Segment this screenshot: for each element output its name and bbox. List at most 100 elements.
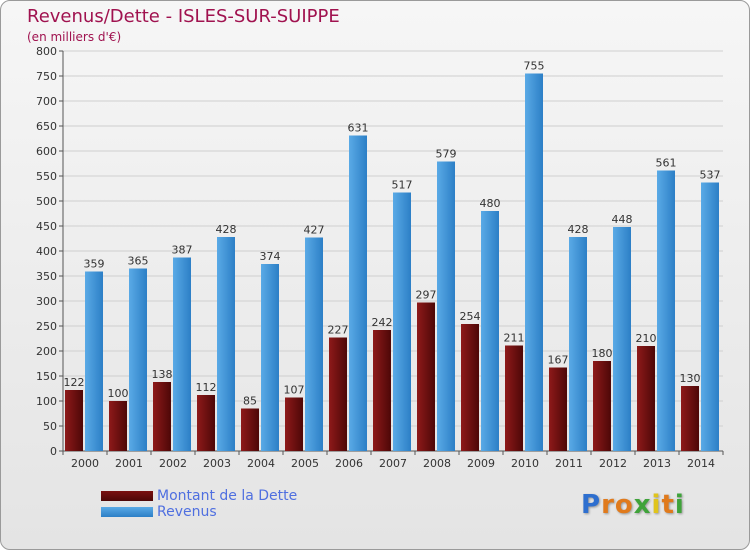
- x-tick-label: 2012: [599, 457, 627, 470]
- bar-revenue: [217, 237, 235, 451]
- bar-debt: [329, 337, 347, 451]
- logo-letter: i: [674, 490, 685, 520]
- chart-title: Revenus/Dette - ISLES-SUR-SUIPPE: [27, 6, 340, 27]
- data-label-revenue: 374: [260, 250, 281, 263]
- bar-revenue: [437, 161, 455, 451]
- y-tick-label: 50: [43, 420, 57, 433]
- bar-revenue: [481, 211, 499, 451]
- data-label-revenue: 517: [392, 179, 413, 192]
- bar-debt: [505, 345, 523, 451]
- y-tick-label: 400: [36, 245, 57, 258]
- data-label-revenue: 365: [128, 255, 149, 268]
- x-tick-label: 2013: [643, 457, 671, 470]
- bar-revenue: [657, 170, 675, 451]
- data-label-debt: 167: [548, 354, 569, 367]
- y-tick-label: 450: [36, 220, 57, 233]
- bar-revenue: [349, 135, 367, 451]
- bar-debt: [417, 302, 435, 451]
- bar-revenue: [525, 73, 543, 451]
- logo-letter: x: [633, 490, 652, 520]
- y-tick-label: 750: [36, 70, 57, 83]
- data-label-debt: 180: [592, 347, 613, 360]
- bar-debt: [637, 346, 655, 451]
- y-tick-label: 500: [36, 195, 57, 208]
- x-tick-label: 2007: [379, 457, 407, 470]
- x-tick-label: 2001: [115, 457, 143, 470]
- bar-debt: [197, 395, 215, 451]
- bar-debt: [461, 324, 479, 451]
- data-label-debt: 85: [243, 395, 257, 408]
- y-tick-label: 350: [36, 270, 57, 283]
- data-label-debt: 242: [372, 316, 393, 329]
- y-tick-label: 0: [50, 445, 57, 458]
- x-tick-label: 2008: [423, 457, 451, 470]
- logo-letter: i: [651, 490, 662, 520]
- y-tick-label: 800: [36, 45, 57, 58]
- y-tick-label: 550: [36, 170, 57, 183]
- data-label-debt: 130: [680, 372, 701, 385]
- bar-revenue: [305, 237, 323, 451]
- x-tick-label: 2005: [291, 457, 319, 470]
- bar-debt: [285, 397, 303, 451]
- data-label-debt: 211: [504, 332, 525, 345]
- data-label-revenue: 755: [524, 60, 545, 73]
- data-label-revenue: 631: [348, 122, 369, 135]
- bar-revenue: [393, 192, 411, 451]
- y-tick-label: 200: [36, 345, 57, 358]
- legend-swatch-revenue: [101, 507, 153, 517]
- legend-swatch-debt: [101, 491, 153, 501]
- data-label-revenue: 359: [84, 258, 105, 271]
- y-tick-label: 250: [36, 320, 57, 333]
- bar-debt: [153, 382, 171, 451]
- data-label-debt: 112: [196, 381, 217, 394]
- bar-debt: [593, 361, 611, 451]
- data-label-revenue: 448: [612, 213, 633, 226]
- y-tick-label: 100: [36, 395, 57, 408]
- bar-debt: [549, 367, 567, 451]
- bar-revenue: [701, 182, 719, 451]
- legend-label-debt: Montant de la Dette: [157, 488, 298, 504]
- data-label-debt: 254: [460, 310, 481, 323]
- bar-revenue: [129, 268, 147, 451]
- data-label-revenue: 480: [480, 197, 501, 210]
- bar-debt: [109, 401, 127, 451]
- data-label-revenue: 579: [436, 148, 457, 161]
- data-label-debt: 297: [416, 289, 437, 302]
- chart-subtitle: (en milliers d'€): [27, 30, 122, 44]
- data-label-debt: 100: [108, 387, 129, 400]
- data-label-debt: 107: [284, 384, 305, 397]
- y-tick-label: 600: [36, 145, 57, 158]
- y-tick-label: 650: [36, 120, 57, 133]
- x-tick-label: 2002: [159, 457, 187, 470]
- logo-letter: o: [614, 490, 634, 520]
- y-tick-label: 300: [36, 295, 57, 308]
- bar-debt: [681, 386, 699, 451]
- data-label-revenue: 427: [304, 224, 325, 237]
- bar-revenue: [261, 264, 279, 451]
- logo-letter: r: [601, 490, 615, 520]
- bar-revenue: [85, 271, 103, 451]
- x-tick-label: 2010: [511, 457, 539, 470]
- logo-letter: P: [581, 490, 602, 520]
- x-tick-label: 2009: [467, 457, 495, 470]
- data-label-revenue: 561: [656, 157, 677, 170]
- x-tick-label: 2004: [247, 457, 275, 470]
- data-label-debt: 122: [64, 376, 85, 389]
- data-label-revenue: 537: [700, 169, 721, 182]
- bar-debt: [373, 330, 391, 451]
- logo-letter: t: [661, 490, 675, 520]
- y-tick-label: 150: [36, 370, 57, 383]
- x-tick-label: 2000: [71, 457, 99, 470]
- data-label-revenue: 428: [568, 223, 589, 236]
- x-tick-label: 2003: [203, 457, 231, 470]
- legend-label-revenue: Revenus: [157, 504, 217, 520]
- bar-revenue: [613, 227, 631, 451]
- bar-debt: [65, 390, 83, 451]
- data-label-debt: 227: [328, 324, 349, 337]
- proxiti-logo: Proxiti: [581, 490, 685, 520]
- y-tick-label: 700: [36, 95, 57, 108]
- bar-revenue: [569, 237, 587, 451]
- x-tick-label: 2011: [555, 457, 583, 470]
- data-label-debt: 138: [152, 368, 173, 381]
